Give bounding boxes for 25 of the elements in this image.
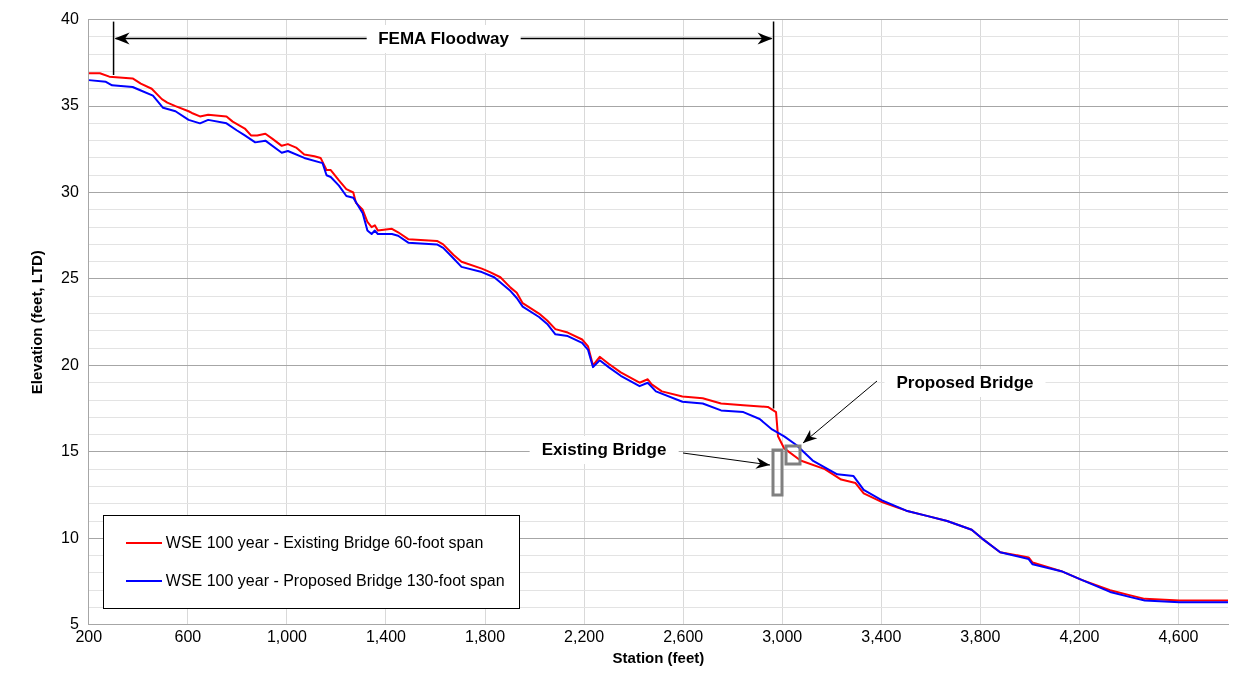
y-axis-title: Elevation (feet, LTD): [28, 250, 46, 395]
x-tick-label: 3,400: [861, 627, 902, 645]
y-tick-label: 20: [61, 355, 79, 373]
x-tick-label: 3,000: [762, 627, 803, 645]
x-tick-label: 2,600: [663, 627, 704, 645]
x-tick-label: 4,200: [1059, 627, 1100, 645]
x-tick-label: 1,400: [365, 627, 407, 645]
x-tick-label: 1,000: [266, 627, 308, 645]
annotation: Existing Bridge: [529, 436, 679, 464]
annotation: FEMA Floodway: [366, 24, 521, 53]
x-tick-label: 600: [174, 627, 202, 645]
x-tick-label: 4,600: [1158, 627, 1199, 645]
y-tick-label: 10: [61, 528, 79, 546]
y-tick-label: 40: [61, 10, 79, 28]
legend-label: WSE 100 year - Proposed Bridge 130-foot span: [165, 571, 505, 590]
x-axis-title: Station (feet): [612, 649, 705, 667]
y-tick-label: 15: [61, 442, 79, 460]
legend-label: WSE 100 year - Existing Bridge 60-foot span: [165, 533, 484, 552]
x-tick-label: 2,200: [564, 627, 605, 645]
y-tick-label: 25: [61, 269, 79, 287]
y-tick-label: 35: [61, 96, 79, 114]
x-tick-label: 3,800: [960, 627, 1001, 645]
annotation: Proposed Bridge: [884, 369, 1046, 397]
x-tick-label: 1,800: [465, 627, 506, 645]
y-tick-label: 30: [61, 182, 79, 200]
